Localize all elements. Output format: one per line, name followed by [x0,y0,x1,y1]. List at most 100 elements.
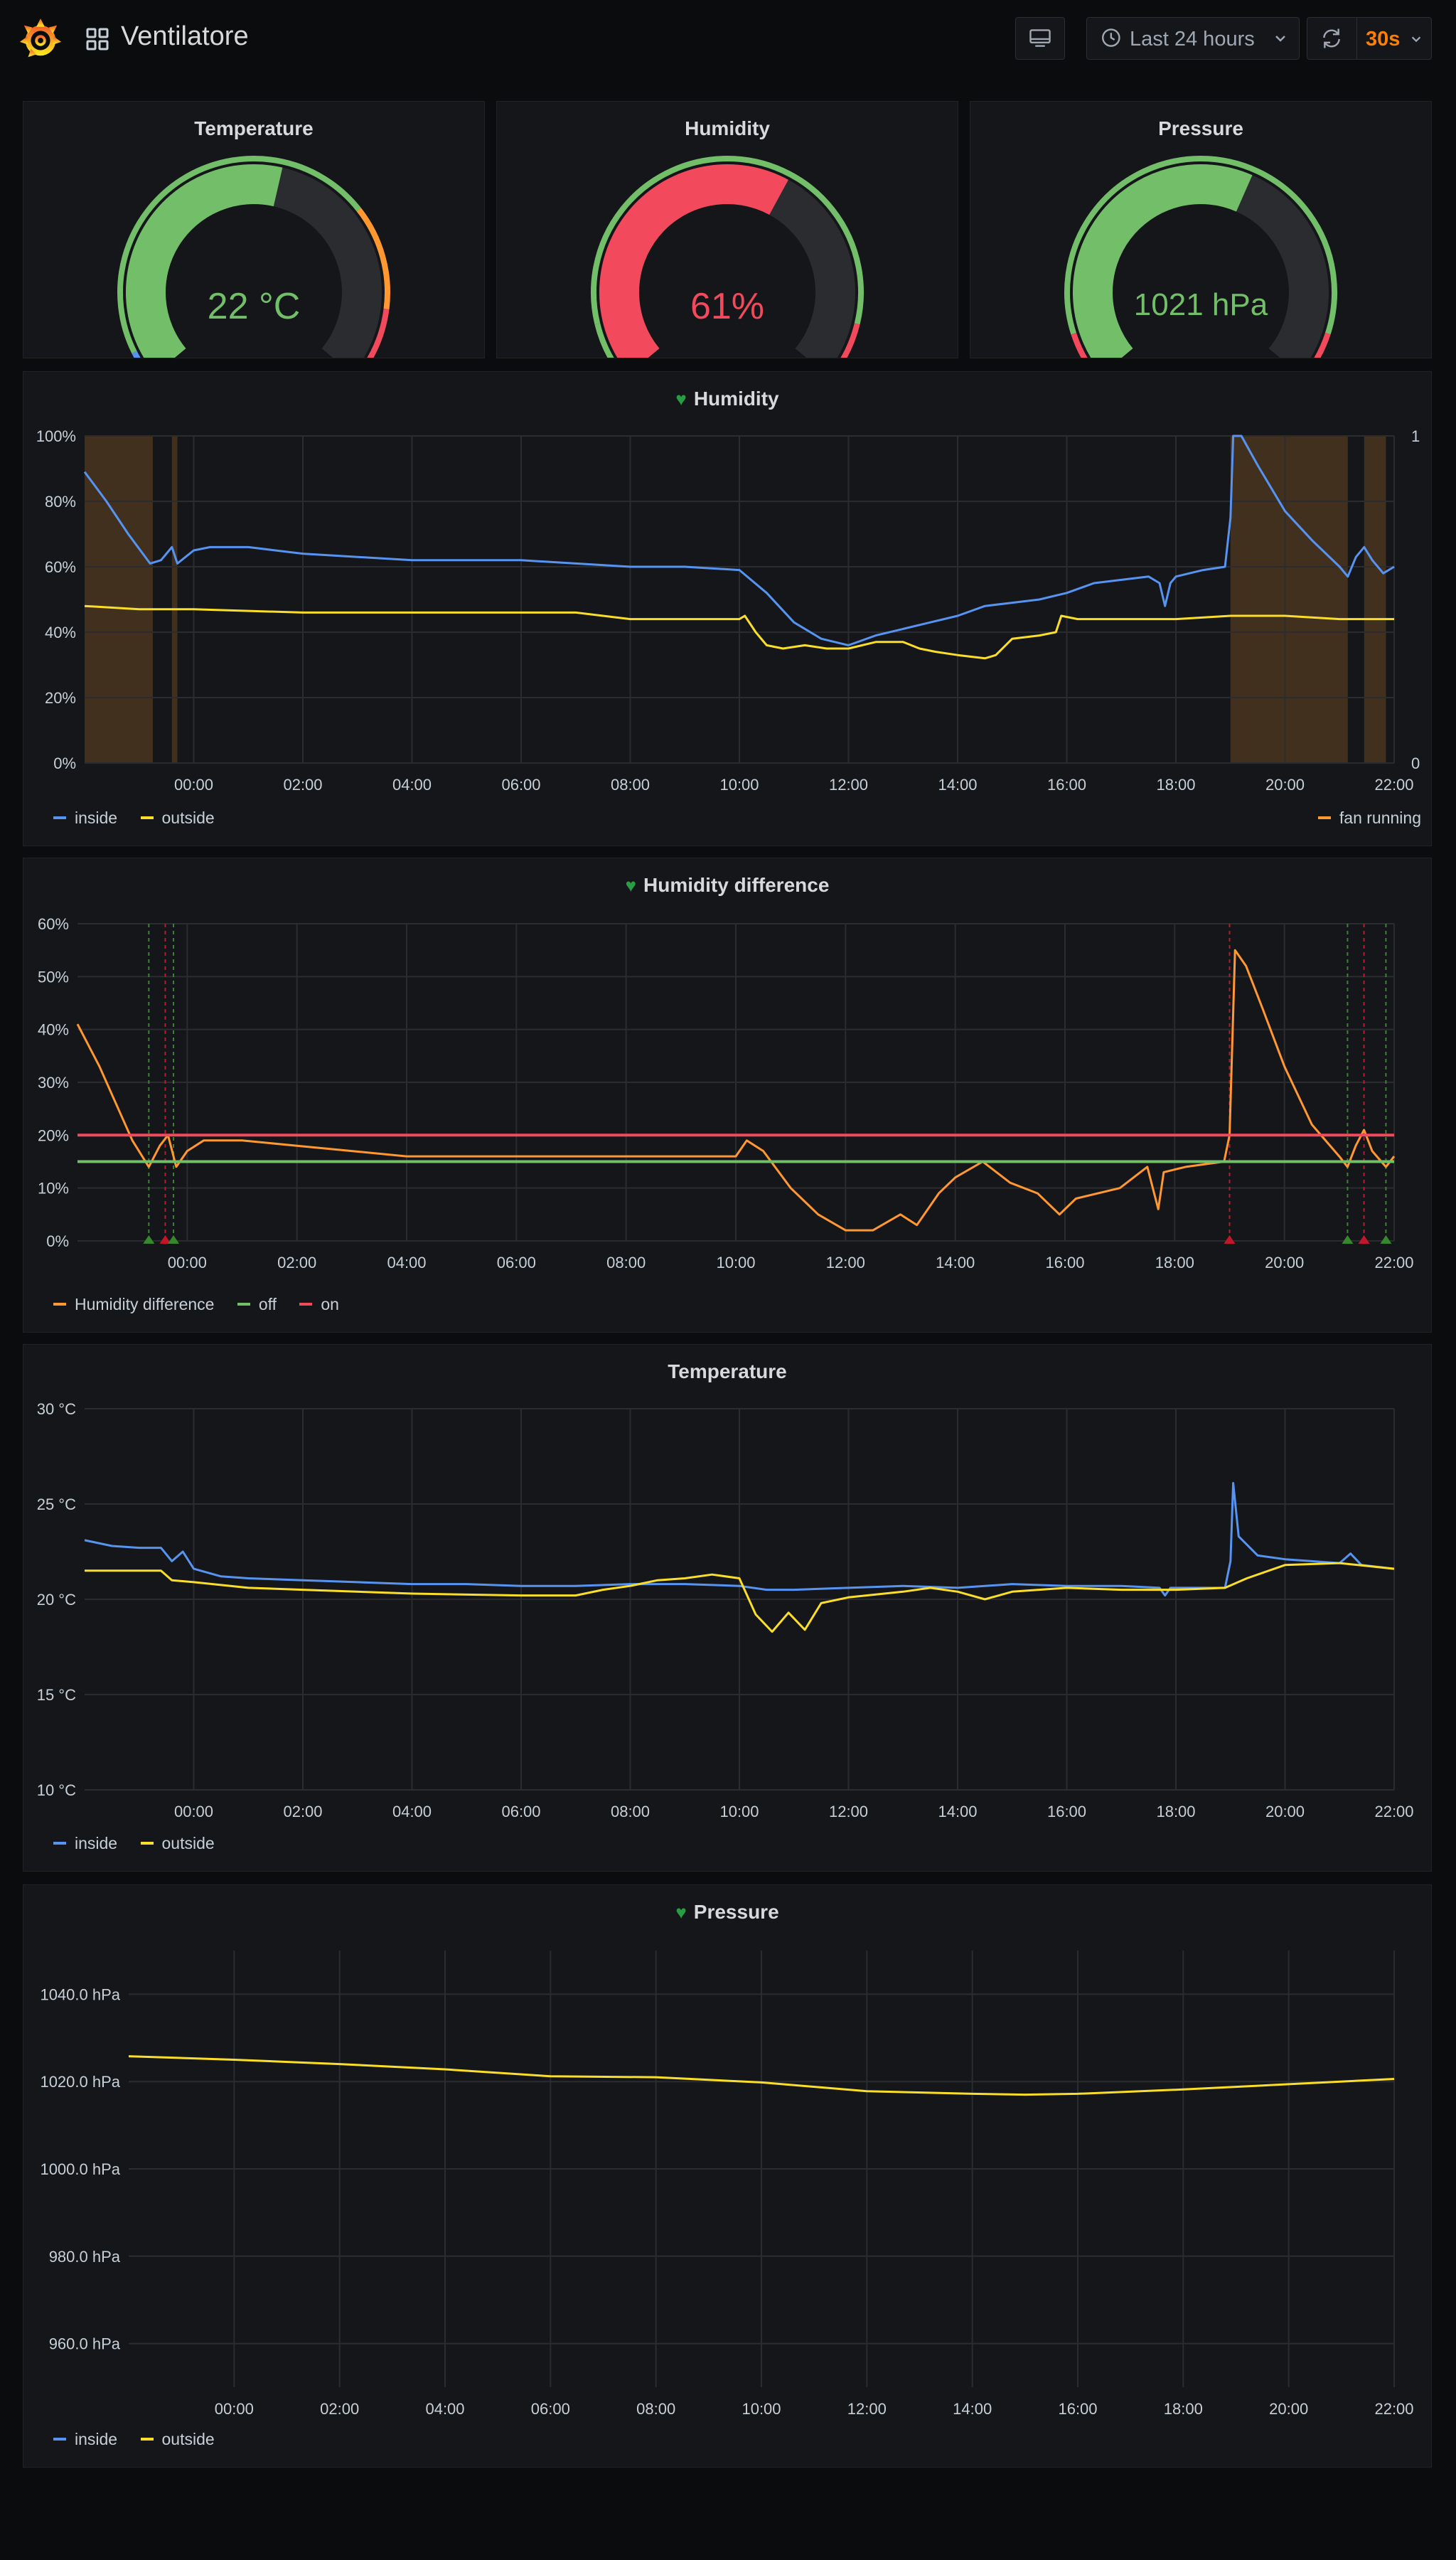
legend-item-humidity-difference[interactable]: Humidity difference [53,1295,214,1314]
legend-item-inside[interactable]: inside [53,2430,117,2449]
y-tick-label: 10 °C [37,1781,76,1799]
x-tick-label: 16:00 [1045,1254,1084,1271]
humidity-difference-chart[interactable]: 0% 10% 20% 30% 40% 50% 60% 00:00 02:00 04:00 06:00… [23,858,1431,1332]
gauge-panel-humidity[interactable]: Humidity 61% [496,101,958,358]
series-line-outside [128,2055,1395,2096]
legend: inside outside [53,809,233,828]
legend-swatch [237,1302,250,1306]
graph-panel-pressure[interactable]: ♥ Pressure 960.0 hPa 980.0 hPa 1000.0 hPa 10… [23,1884,1432,2468]
legend-item-outside[interactable]: outside [140,809,215,828]
legend-right: fan running [1317,809,1421,828]
heart-icon: ♥ [675,388,687,410]
x-tick-label: 16:00 [1047,776,1086,794]
legend-item-inside[interactable]: inside [53,809,117,828]
x-tick-label: 18:00 [1156,1803,1195,1820]
series-line-outside [85,1562,1395,1633]
pressure-chart[interactable]: 960.0 hPa 980.0 hPa 1000.0 hPa 1020.0 hPa 10… [23,1885,1431,2467]
gauge-threshold-arc [367,309,390,358]
panel-title-row[interactable]: ♥ Pressure [23,1901,1431,1924]
gauge: 22 °C [117,156,390,358]
legend-item-inside[interactable]: inside [53,1834,117,1853]
x-tick-label: 10:00 [719,776,759,794]
x-tick-label: 06:00 [501,1803,540,1820]
x-tick-label: 20:00 [1269,2400,1308,2418]
legend-item-off[interactable]: off [237,1295,277,1314]
x-tick-label: 14:00 [938,1803,977,1820]
y-tick-label: 0% [46,1232,69,1250]
panel-title: Humidity [693,388,779,410]
x-tick-label: 20:00 [1265,1803,1305,1820]
time-range-picker[interactable]: Last 24 hours [1086,17,1300,60]
x-tick-label: 10:00 [716,1254,755,1271]
x-tick-label: 06:00 [531,2400,570,2418]
gauge-threshold-arc [356,208,390,310]
legend-swatch [53,2437,66,2441]
x-tick-label: 18:00 [1155,1254,1194,1271]
x-tick-label: 04:00 [392,776,432,794]
graph-panel-humidity[interactable]: ♥ Humidity 0% 20% 40% 60% 80% 100% 00:00 02:00 04… [23,371,1432,846]
annotation-marker [143,1235,155,1244]
heart-icon: ♥ [675,1902,687,1923]
panel-title-row[interactable]: Temperature [23,1360,1431,1383]
x-tick-label: 00:00 [174,1803,213,1820]
legend-swatch [299,1302,313,1306]
x-tick-label: 10:00 [719,1803,759,1820]
gauge-value-arc [599,164,788,358]
tv-mode-button[interactable] [1015,17,1065,60]
panel-title-row[interactable]: ♥ Humidity [23,388,1431,410]
x-tick-label: 02:00 [283,1803,322,1820]
fan-running-region [1364,436,1386,763]
clock-icon [1102,28,1120,47]
refresh-interval-picker[interactable]: 30s [1356,17,1432,60]
legend-label: off [258,1295,277,1313]
legend-label: inside [75,1834,118,1852]
humidity-chart[interactable]: 0% 20% 40% 60% 80% 100% 00:00 02:00 04:00 06:00 08… [23,372,1431,846]
dashboard-title[interactable]: Ventilatore [121,21,249,51]
refresh-button[interactable] [1307,17,1356,60]
legend-item-outside[interactable]: outside [140,2430,215,2449]
x-tick-label: 02:00 [320,2400,359,2418]
graph-panel-humidity-difference[interactable]: ♥ Humidity difference 0% 10% 20% 30% 40% 50% 60… [23,858,1432,1333]
legend-swatch [140,816,154,819]
x-tick-label: 14:00 [936,1254,975,1271]
legend-item-outside[interactable]: outside [140,1834,215,1853]
y-tick-label: 20% [38,1126,69,1144]
legend-swatch [53,816,66,819]
grafana-logo-icon[interactable] [18,17,63,61]
y-tick-label: 30 °C [37,1400,76,1418]
legend-label: on [321,1295,339,1313]
fan-running-region [171,436,178,763]
legend-item-fan-running[interactable]: fan running [1317,809,1421,828]
y2-tick-label: 0 [1411,754,1420,772]
legend-item-on[interactable]: on [299,1295,339,1314]
gauge-value: 61% [690,286,764,327]
x-tick-label: 10:00 [742,2400,781,2418]
panel-title[interactable]: Temperature [194,117,314,139]
x-tick-label: 22:00 [1374,2400,1413,2418]
x-tick-label: 08:00 [611,776,650,794]
legend-swatch [140,2437,154,2441]
x-tick-label: 04:00 [425,2400,464,2418]
refresh-icon [1323,28,1340,48]
panel-title: Temperature [668,1360,787,1382]
gauge-panel-pressure[interactable]: Pressure 1021 hPa [970,101,1432,358]
x-tick-label: 22:00 [1374,1803,1413,1820]
gauge-panel-temperature[interactable]: Temperature 22 °C [23,101,485,358]
panel-title[interactable]: Humidity [685,117,770,139]
legend: inside outside [53,2430,233,2449]
y-tick-label: 80% [45,493,76,511]
temperature-chart[interactable]: 10 °C 15 °C 20 °C 25 °C 30 °C 00:00 02:00 04:00… [23,1345,1431,1871]
panel-title-row[interactable]: ♥ Humidity difference [23,874,1431,897]
x-tick-label: 20:00 [1265,1254,1304,1271]
x-tick-label: 12:00 [829,776,868,794]
graph-panel-temperature[interactable]: Temperature 10 °C 15 °C 20 °C 25 °C 30 °C 00:… [23,1344,1432,1872]
heart-icon: ♥ [625,875,637,896]
y-tick-label: 40% [38,1021,69,1039]
y-tick-label: 40% [45,624,76,641]
panel-title[interactable]: Pressure [1158,117,1243,139]
gauge-value-arc [126,164,283,358]
x-tick-label: 16:00 [1047,1803,1086,1820]
legend: inside outside [53,1834,233,1853]
x-tick-label: 06:00 [497,1254,536,1271]
legend-label: inside [75,809,118,827]
